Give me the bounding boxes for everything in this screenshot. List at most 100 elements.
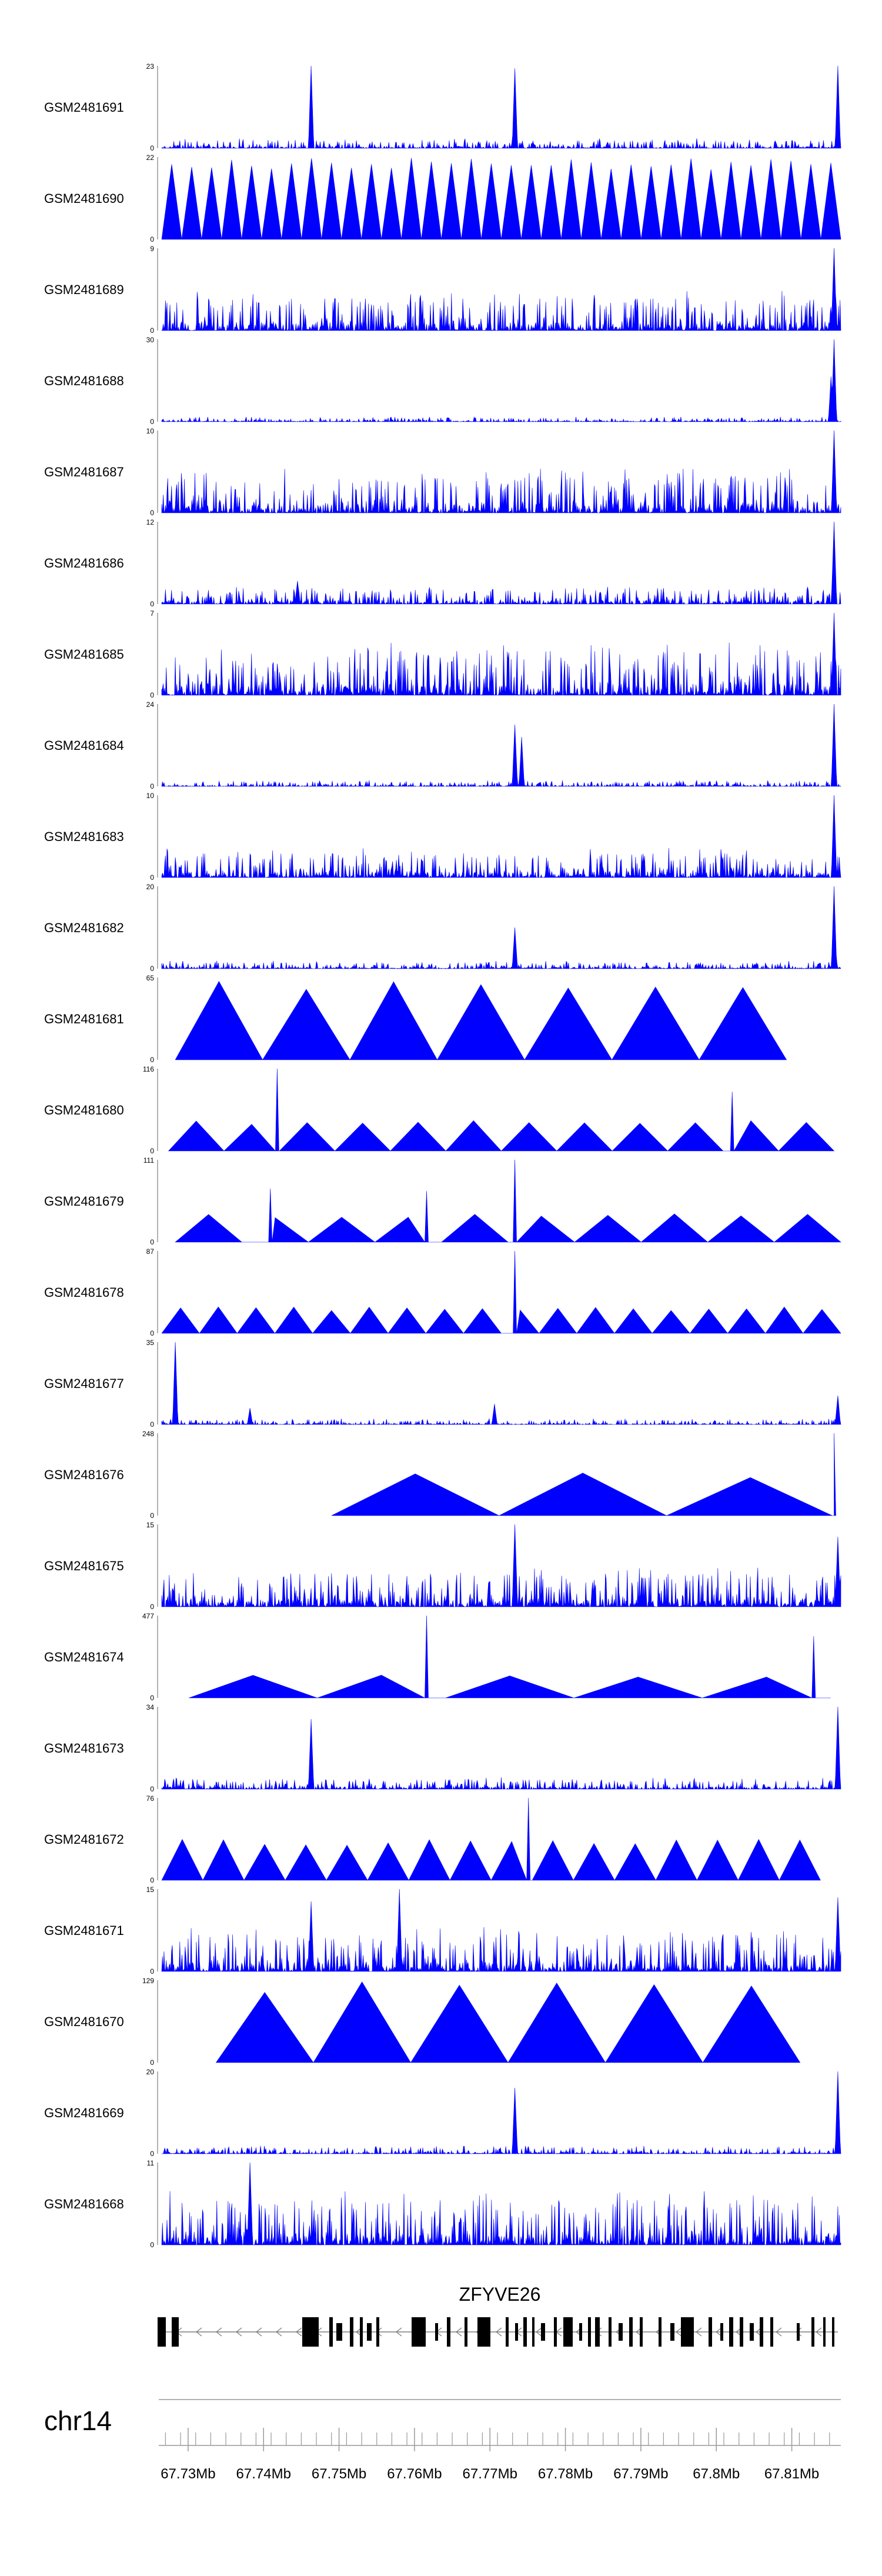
exon	[629, 2317, 633, 2347]
track-label: GSM2481690	[44, 191, 124, 206]
y-min-tick-label: 0	[150, 1329, 154, 1337]
strand-arrow	[295, 2327, 302, 2337]
track-label: GSM2481682	[44, 920, 124, 935]
y-max-tick-label: 30	[146, 336, 155, 344]
track-GSM2481690: GSM2481690 22 0	[44, 154, 841, 243]
strand-arrow	[235, 2327, 242, 2337]
track-GSM2481669: GSM2481669 20 0	[44, 2068, 841, 2158]
axis-tick-label: 67.77Mb	[463, 2466, 517, 2482]
y-min-tick-label: 0	[150, 782, 154, 790]
y-max-tick-label: 34	[146, 1703, 155, 1711]
axis-tick-label: 67.76Mb	[387, 2466, 442, 2482]
exon	[770, 2317, 773, 2347]
track-label: GSM2481681	[44, 1012, 124, 1026]
exon	[515, 2323, 518, 2341]
y-min-tick-label: 0	[150, 326, 154, 335]
exon	[750, 2323, 754, 2341]
exon	[376, 2317, 379, 2347]
exon	[640, 2317, 643, 2347]
track-label: GSM2481679	[44, 1194, 124, 1209]
exon	[554, 2317, 557, 2347]
track-GSM2481674: GSM2481674 477 0	[44, 1612, 831, 1702]
exon	[447, 2317, 450, 2347]
y-min-tick-label: 0	[150, 1420, 154, 1429]
coverage-area	[161, 612, 841, 696]
strand-arrow	[455, 2327, 462, 2337]
track-GSM2481679: GSM2481679 111 0	[44, 1156, 841, 1246]
track-GSM2481682: GSM2481682 20 0	[44, 883, 841, 973]
coverage-area	[161, 1888, 841, 1973]
track-label: GSM2481669	[44, 2105, 124, 2120]
track-label: GSM2481686	[44, 556, 124, 570]
exon	[302, 2317, 319, 2347]
track-label: GSM2481673	[44, 1741, 124, 1756]
exon	[435, 2323, 438, 2341]
y-min-tick-label: 0	[150, 1876, 154, 1884]
exon	[158, 2317, 166, 2347]
track-label: GSM2481685	[44, 647, 124, 662]
coverage-area	[161, 1797, 821, 1881]
coverage-area	[161, 1342, 841, 1426]
axis-tick-label: 67.81Mb	[764, 2466, 819, 2482]
exon	[609, 2317, 612, 2347]
strand-arrow	[255, 2327, 262, 2337]
coverage-area	[161, 1524, 841, 1608]
y-max-tick-label: 24	[146, 700, 155, 709]
y-min-tick-label: 0	[150, 418, 154, 426]
track-label: GSM2481670	[44, 2014, 124, 2029]
exon	[367, 2323, 372, 2341]
strand-arrow	[395, 2327, 402, 2337]
exon	[709, 2317, 712, 2347]
y-min-tick-label: 0	[150, 509, 154, 517]
exon	[336, 2323, 342, 2341]
coverage-area	[161, 886, 841, 970]
strand-arrow	[195, 2327, 202, 2337]
y-max-tick-label: 248	[142, 1430, 154, 1438]
y-min-tick-label: 0	[150, 1785, 154, 1793]
exon	[720, 2323, 723, 2341]
track-label: GSM2481691	[44, 100, 124, 115]
y-max-tick-label: 20	[146, 2068, 155, 2076]
track-GSM2481686: GSM2481686 12 0	[44, 518, 841, 608]
track-label: GSM2481688	[44, 373, 124, 388]
track-label: GSM2481674	[44, 1650, 124, 1664]
track-label: GSM2481672	[44, 1832, 124, 1847]
strand-arrow	[495, 2327, 502, 2337]
coverage-area	[189, 1615, 831, 1699]
track-label: GSM2481676	[44, 1467, 124, 1482]
coverage-tracks: GSM2481691230GSM2481690220GSM248168990GS…	[44, 62, 842, 2249]
y-min-tick-label: 0	[150, 2150, 154, 2158]
coverage-area	[168, 1068, 835, 1152]
y-max-tick-label: 477	[142, 1612, 154, 1620]
coverage-area	[161, 158, 841, 240]
axis-tick-label: 67.74Mb	[236, 2466, 291, 2482]
track-label: GSM2481684	[44, 738, 124, 753]
exon	[329, 2317, 333, 2347]
y-min-tick-label: 0	[150, 873, 154, 882]
exon	[532, 2317, 534, 2347]
y-max-tick-label: 23	[146, 62, 155, 71]
exon	[523, 2317, 527, 2347]
track-GSM2481671: GSM2481671 15 0	[44, 1886, 841, 1976]
track-GSM2481683: GSM2481683 10 0	[44, 792, 841, 882]
y-max-tick-label: 87	[146, 1247, 155, 1256]
track-GSM2481672: GSM2481672 76 0	[44, 1794, 821, 1884]
y-min-tick-label: 0	[150, 691, 154, 699]
track-label: GSM2481687	[44, 465, 124, 479]
y-min-tick-label: 0	[150, 1511, 154, 1520]
y-max-tick-label: 20	[146, 883, 155, 891]
y-max-tick-label: 11	[147, 2159, 155, 2167]
track-GSM2481675: GSM2481675 15 0	[44, 1521, 841, 1611]
exon	[588, 2317, 591, 2347]
exon	[832, 2317, 834, 2347]
exon	[670, 2323, 674, 2341]
coverage-area	[331, 1433, 836, 1516]
exon	[659, 2317, 662, 2347]
axis-tick-label: 67.78Mb	[538, 2466, 593, 2482]
coverage-area	[175, 1159, 841, 1243]
exon	[172, 2317, 179, 2347]
y-min-tick-label: 0	[150, 235, 154, 243]
exon	[465, 2317, 467, 2347]
y-max-tick-label: 7	[150, 609, 154, 618]
